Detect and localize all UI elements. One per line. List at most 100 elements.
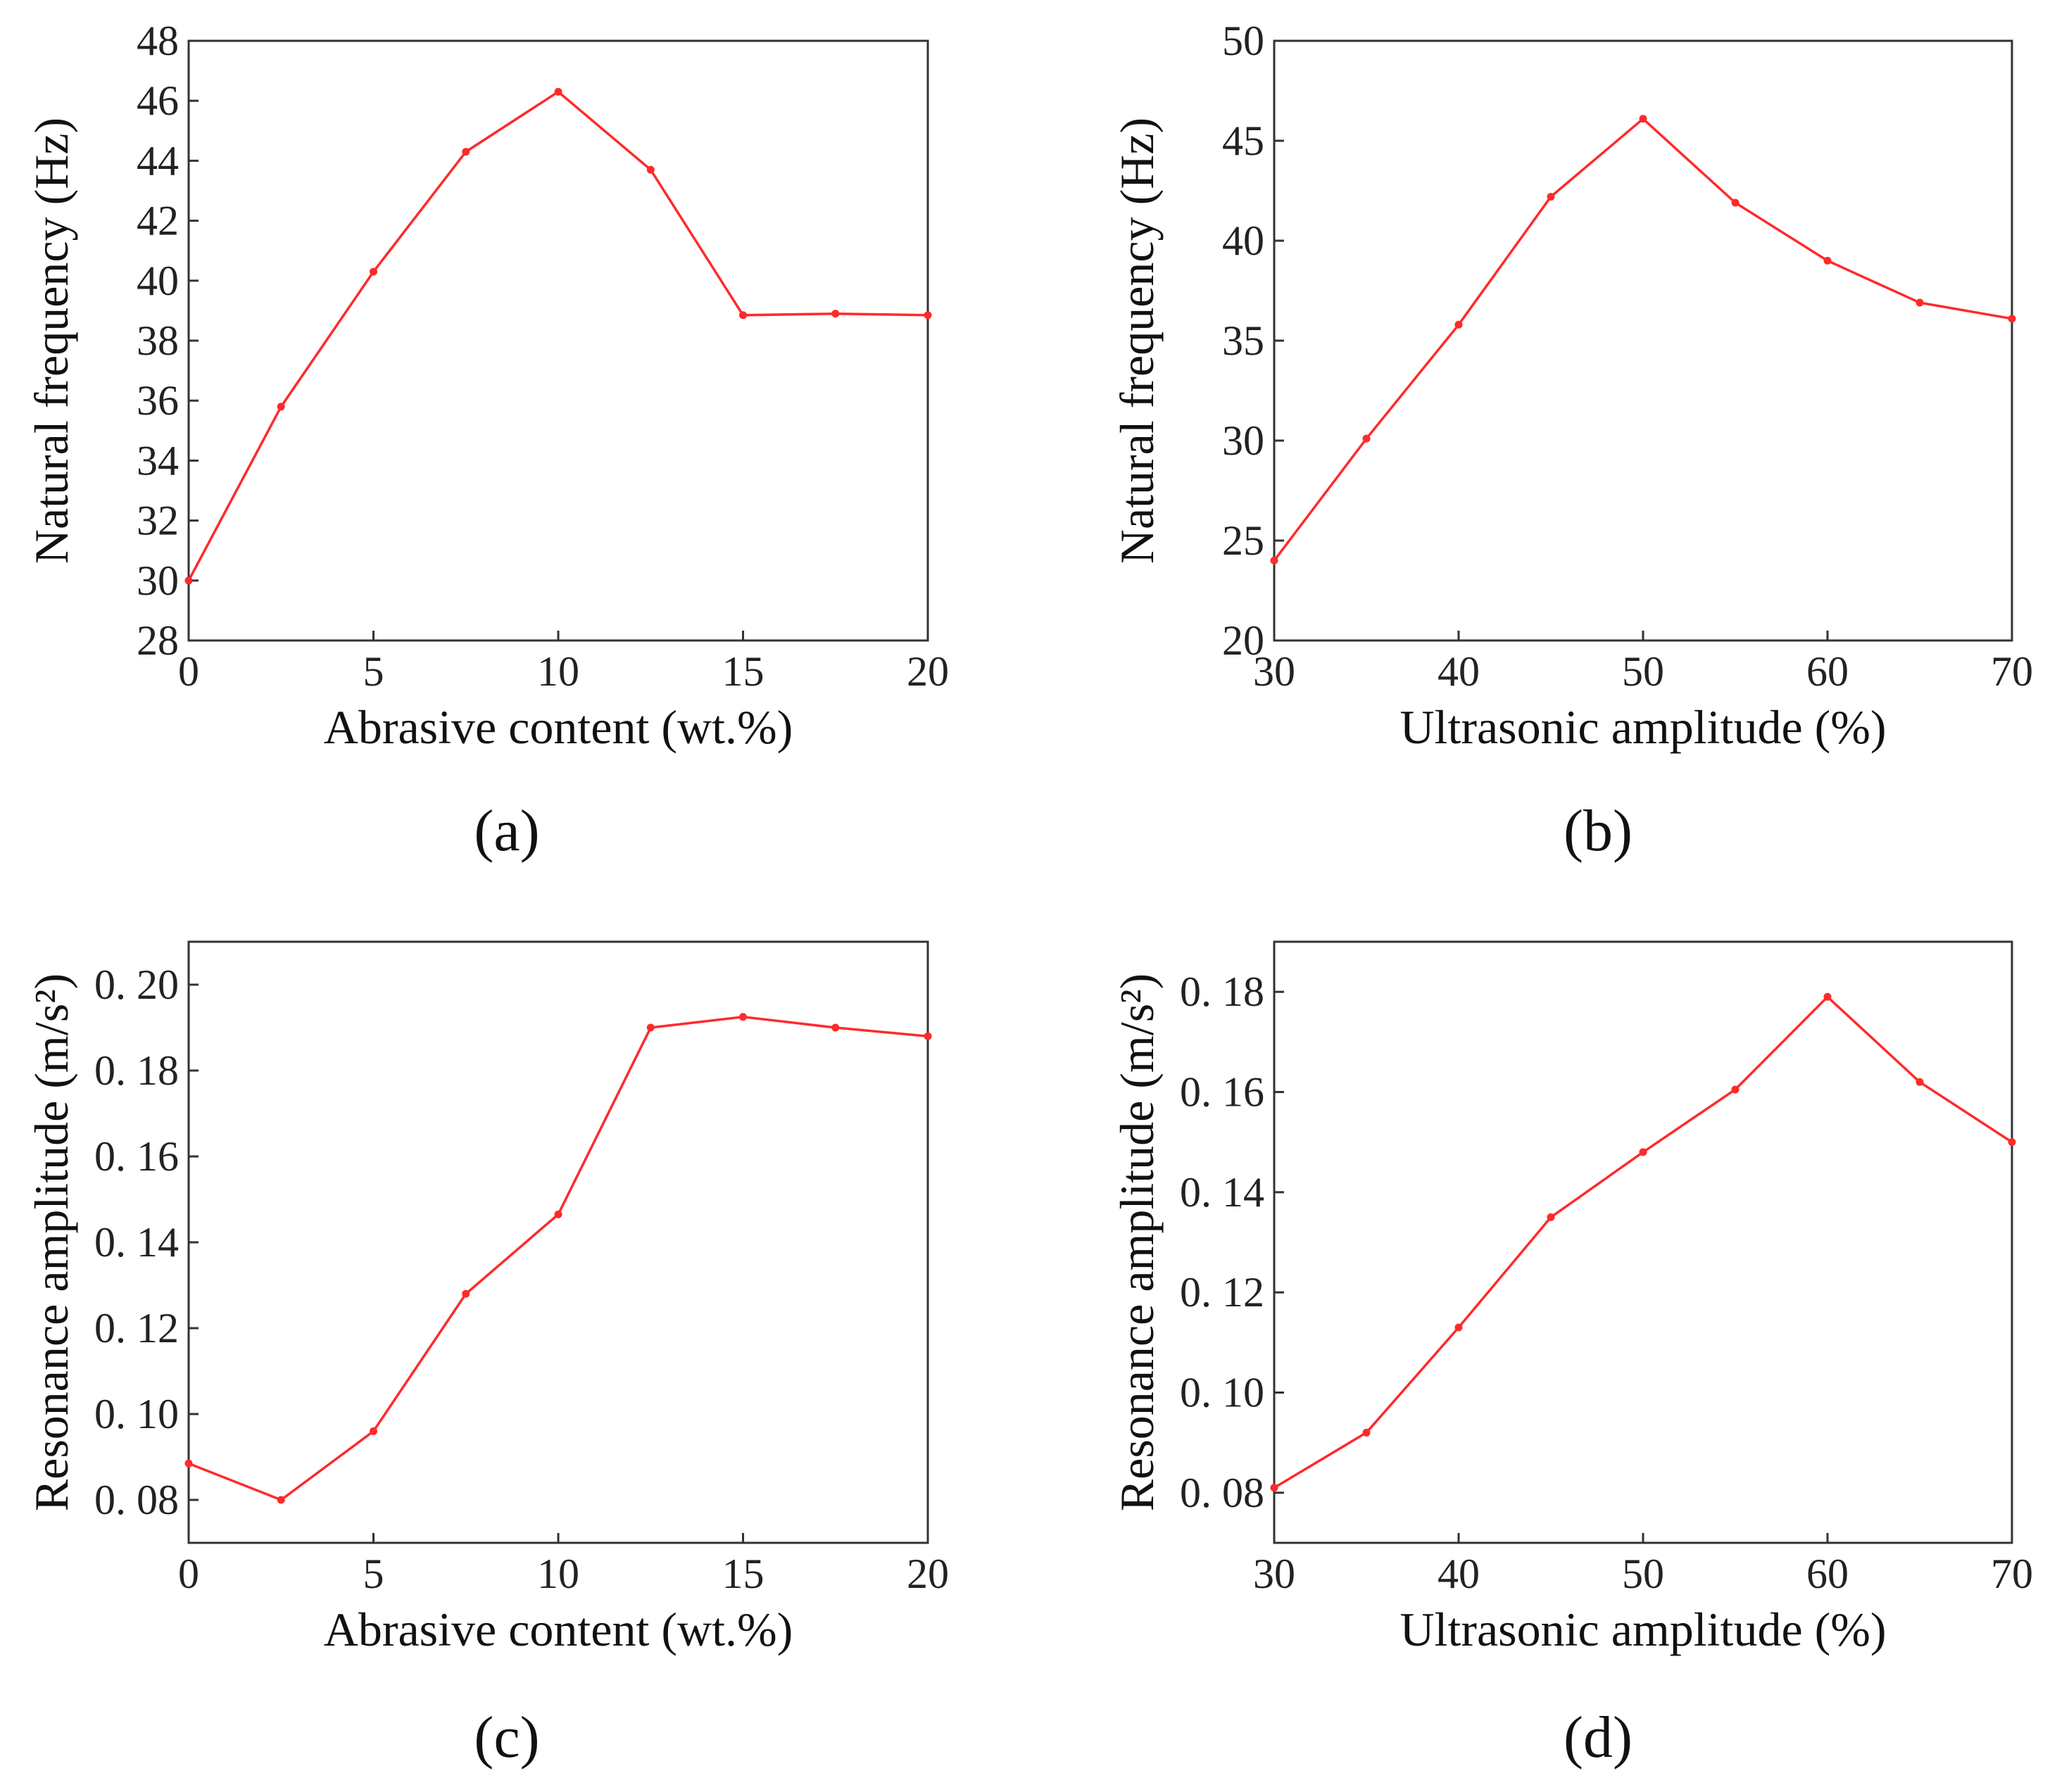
data-point xyxy=(646,165,655,174)
y-tick-label: 32 xyxy=(137,498,179,544)
data-point xyxy=(1547,193,1555,201)
y-tick-label: 0. 16 xyxy=(1180,1069,1264,1116)
y-axis-title: Resonance amplitude (m/s²) xyxy=(25,973,78,1511)
panel-b-chart: 30 40 50 60 70 20 25 30 35 40 45 50 Ultrasonic ampli… xyxy=(1110,18,2033,864)
y-tick-label: 40 xyxy=(1222,217,1264,264)
y-tick-label: 0. 18 xyxy=(94,1047,179,1094)
panel-a-chart: 0 5 10 15 20 28 30 32 34 36 38 40 42 44 46 48 Abrasive c… xyxy=(25,18,949,864)
y-tick-label: 35 xyxy=(1222,317,1264,364)
x-tick-label: 30 xyxy=(1253,1551,1295,1597)
panel-caption: (c) xyxy=(474,1705,539,1770)
y-tick-label: 25 xyxy=(1222,517,1264,564)
y-tick-label: 0. 10 xyxy=(94,1391,179,1437)
x-tick-label: 0 xyxy=(178,1551,199,1597)
data-point xyxy=(739,311,747,320)
data-point xyxy=(1454,1323,1463,1332)
y-tick-label: 0. 12 xyxy=(94,1305,179,1351)
y-tick-label: 20 xyxy=(1222,617,1264,664)
x-tick-label: 5 xyxy=(363,648,384,695)
y-tick-label: 0. 16 xyxy=(94,1133,179,1180)
y-tick-label: 0. 14 xyxy=(94,1219,179,1266)
data-point xyxy=(1454,320,1463,329)
data-point xyxy=(2008,1138,2016,1147)
data-point xyxy=(1639,115,1647,123)
x-tick-label: 20 xyxy=(907,648,949,695)
data-point xyxy=(1916,1078,1924,1086)
data-point xyxy=(646,1023,655,1032)
data-point xyxy=(1823,256,1832,265)
y-tick-label: 30 xyxy=(1222,417,1264,464)
x-tick-label: 15 xyxy=(722,648,765,695)
data-point xyxy=(1362,1428,1371,1437)
x-tick-label: 40 xyxy=(1438,1551,1480,1597)
plot-frame xyxy=(1273,940,2013,1544)
x-axis-title: Abrasive content (wt.%) xyxy=(324,700,793,754)
y-tick-label: 0. 20 xyxy=(94,961,179,1008)
y-tick-label: 48 xyxy=(137,18,179,64)
y-tick-label: 44 xyxy=(137,137,179,184)
x-tick-label: 70 xyxy=(1991,648,2033,695)
x-axis-title: Ultrasonic amplitude (%) xyxy=(1399,700,1886,754)
data-point xyxy=(370,1427,377,1435)
y-tick-label: 38 xyxy=(137,317,179,364)
x-tick-label: 5 xyxy=(363,1551,384,1597)
x-tick-label: 10 xyxy=(537,1551,579,1597)
data-point xyxy=(1547,1213,1555,1221)
x-tick-label: 30 xyxy=(1253,648,1295,695)
y-tick-label: 28 xyxy=(137,617,179,664)
plot-frame xyxy=(1273,39,2013,642)
panel-d-chart: 30 40 50 60 70 0. 08 0. 10 0. 12 0. 14 0. 16 0. 18… xyxy=(1110,940,2033,1770)
data-point xyxy=(2008,315,2016,323)
panel-c-chart: 0 5 10 15 20 0. 08 0. 10 0. 12 0. 14 0. 16 0. 18 0.… xyxy=(25,940,949,1770)
x-tick-label: 50 xyxy=(1622,1551,1664,1597)
y-tick-label: 0. 08 xyxy=(94,1477,179,1523)
y-axis-title: Natural frequency (Hz) xyxy=(25,118,78,564)
x-tick-label: 70 xyxy=(1991,1551,2033,1597)
x-axis-title: Ultrasonic amplitude (%) xyxy=(1399,1603,1886,1656)
y-tick-label: 34 xyxy=(137,437,179,484)
data-point xyxy=(277,1496,285,1504)
data-point xyxy=(1731,198,1740,207)
x-tick-label: 0 xyxy=(178,648,199,695)
y-tick-label: 0. 12 xyxy=(1180,1269,1264,1315)
data-point xyxy=(370,267,377,276)
plot-frame xyxy=(187,940,929,1544)
y-tick-label: 0. 18 xyxy=(1180,968,1264,1015)
x-tick-label: 10 xyxy=(537,648,579,695)
data-point xyxy=(462,148,470,156)
x-tick-label: 60 xyxy=(1806,1551,1849,1597)
data-point xyxy=(1270,1484,1278,1492)
data-point xyxy=(739,1013,747,1021)
data-point xyxy=(924,1032,932,1040)
data-point xyxy=(831,310,840,318)
y-tick-label: 0. 10 xyxy=(1180,1370,1264,1416)
panel-caption: (a) xyxy=(474,798,539,864)
x-tick-label: 20 xyxy=(907,1551,949,1597)
data-point xyxy=(1731,1085,1740,1094)
data-point xyxy=(1639,1148,1647,1156)
data-point xyxy=(554,87,562,96)
y-tick-label: 40 xyxy=(137,258,179,304)
x-tick-label: 40 xyxy=(1438,648,1480,695)
data-point xyxy=(184,1459,193,1468)
data-point xyxy=(277,403,285,411)
data-point xyxy=(1362,434,1371,443)
y-axis-title: Natural frequency (Hz) xyxy=(1110,118,1164,564)
data-point xyxy=(1270,556,1278,564)
data-point xyxy=(924,311,932,320)
y-tick-label: 30 xyxy=(137,557,179,604)
panel-caption: (d) xyxy=(1564,1705,1633,1770)
y-tick-label: 0. 08 xyxy=(1180,1470,1264,1516)
x-tick-label: 15 xyxy=(722,1551,765,1597)
y-axis-title: Resonance amplitude (m/s²) xyxy=(1110,973,1164,1511)
x-axis-title: Abrasive content (wt.%) xyxy=(324,1603,793,1656)
y-tick-label: 36 xyxy=(137,377,179,424)
panel-caption: (b) xyxy=(1564,798,1633,864)
plot-frame xyxy=(187,39,929,642)
data-point xyxy=(554,1210,562,1218)
data-point xyxy=(1916,298,1924,307)
x-tick-label: 60 xyxy=(1806,648,1849,695)
data-point xyxy=(1823,992,1832,1001)
data-point xyxy=(831,1023,840,1032)
